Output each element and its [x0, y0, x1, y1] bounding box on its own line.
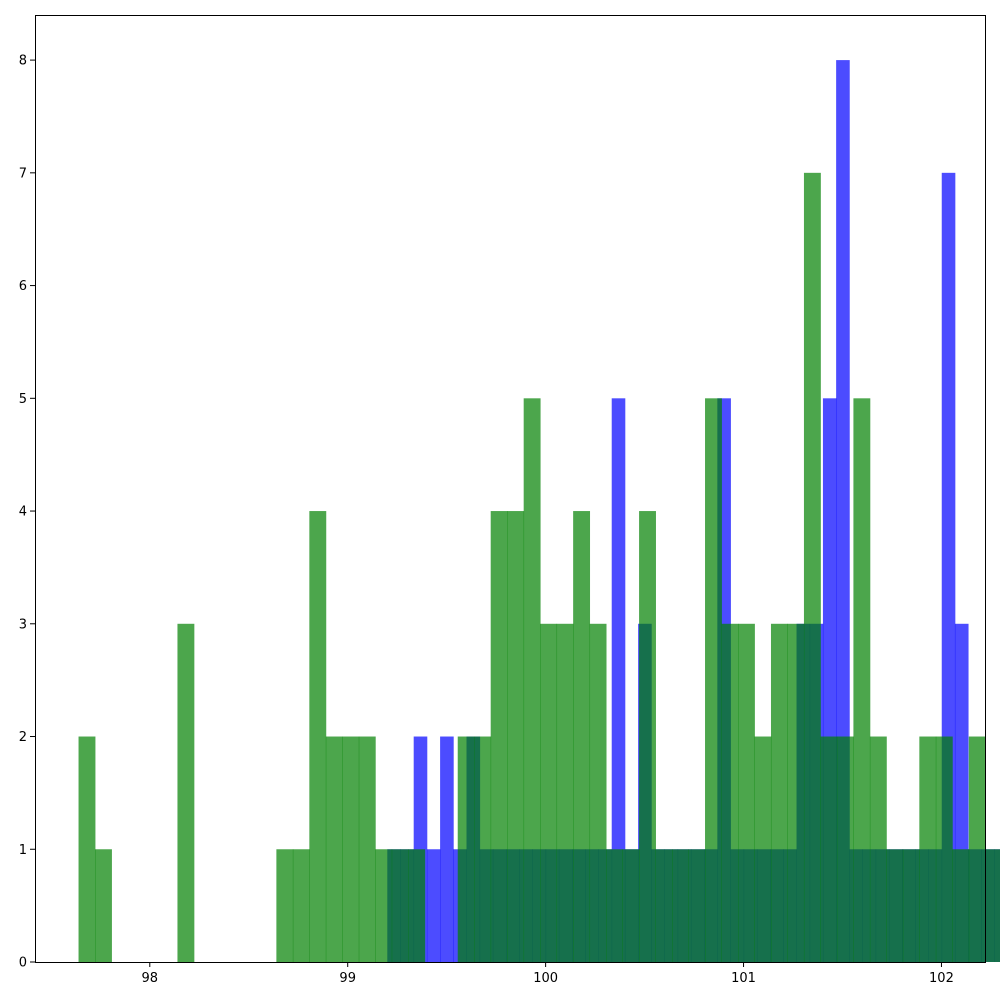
- histogram-bar: [358, 736, 376, 962]
- histogram-bar: [985, 849, 1000, 962]
- histogram-bar: [523, 398, 541, 962]
- histogram-bar: [177, 623, 195, 962]
- histogram-bar: [770, 623, 788, 962]
- histogram-bar: [426, 849, 441, 962]
- histogram-bar: [919, 736, 937, 962]
- histogram-bar: [589, 623, 607, 962]
- histogram-bar: [292, 849, 310, 962]
- histogram-bar: [886, 849, 904, 962]
- histogram-bar: [309, 511, 327, 962]
- histogram-bar: [507, 511, 525, 962]
- y-tick-label: 2: [19, 730, 27, 745]
- x-axis: 98 99 100 101 102: [142, 962, 954, 986]
- histogram-bar: [820, 736, 838, 962]
- histogram-bar: [803, 172, 821, 962]
- x-tick-label: 102: [929, 971, 954, 986]
- histogram-bar: [672, 849, 689, 962]
- histogram-bar: [639, 511, 656, 962]
- histogram-bar: [935, 736, 953, 962]
- histogram-bar: [754, 736, 772, 962]
- bars-layer: [78, 60, 1000, 963]
- histogram-bar: [655, 849, 673, 962]
- histogram-bar: [968, 736, 986, 962]
- histogram-bar: [787, 623, 805, 962]
- y-tick-label: 3: [19, 617, 27, 632]
- histogram-bar: [457, 736, 475, 962]
- x-tick-label: 99: [339, 971, 356, 986]
- histogram-bar: [391, 849, 409, 962]
- histogram-bar: [721, 623, 739, 962]
- y-tick-label: 5: [19, 392, 27, 407]
- histogram-bar: [490, 511, 508, 962]
- histogram-bar: [573, 511, 591, 962]
- histogram-bar: [738, 623, 755, 962]
- histogram-bar: [440, 736, 454, 962]
- y-tick-label: 0: [19, 956, 27, 971]
- histogram-bar: [95, 849, 112, 962]
- histogram-bar: [78, 736, 96, 962]
- y-tick-label: 7: [19, 166, 27, 181]
- y-tick-label: 8: [19, 54, 27, 69]
- histogram-bar: [276, 849, 294, 962]
- histogram-bar: [540, 623, 558, 962]
- histogram-bar: [688, 849, 706, 962]
- series-1: [78, 172, 1000, 962]
- x-tick-label: 100: [533, 971, 558, 986]
- y-axis: 0 1 2 3 4 5 6 7 8: [19, 54, 35, 971]
- histogram-bar: [375, 849, 393, 962]
- histogram-bar: [705, 398, 722, 962]
- histogram-bar: [622, 849, 640, 962]
- histogram-bar: [408, 849, 426, 962]
- histogram-bar: [853, 398, 871, 962]
- x-tick-label: 98: [142, 971, 159, 986]
- histogram-bar: [952, 849, 970, 962]
- histogram-bar: [342, 736, 360, 962]
- y-tick-label: 1: [19, 843, 27, 858]
- x-tick-label: 101: [731, 971, 756, 986]
- histogram-bar: [836, 736, 854, 962]
- histogram-bar: [869, 736, 887, 962]
- histogram-bar: [325, 736, 343, 962]
- y-tick-label: 4: [19, 505, 27, 520]
- plot-frame: [35, 15, 986, 963]
- histogram-bar: [611, 398, 626, 962]
- histogram-bar: [556, 623, 574, 962]
- histogram-bar: [474, 736, 492, 962]
- histogram-bar: [606, 849, 623, 962]
- y-tick-label: 6: [19, 279, 27, 294]
- histogram-bar: [902, 849, 920, 962]
